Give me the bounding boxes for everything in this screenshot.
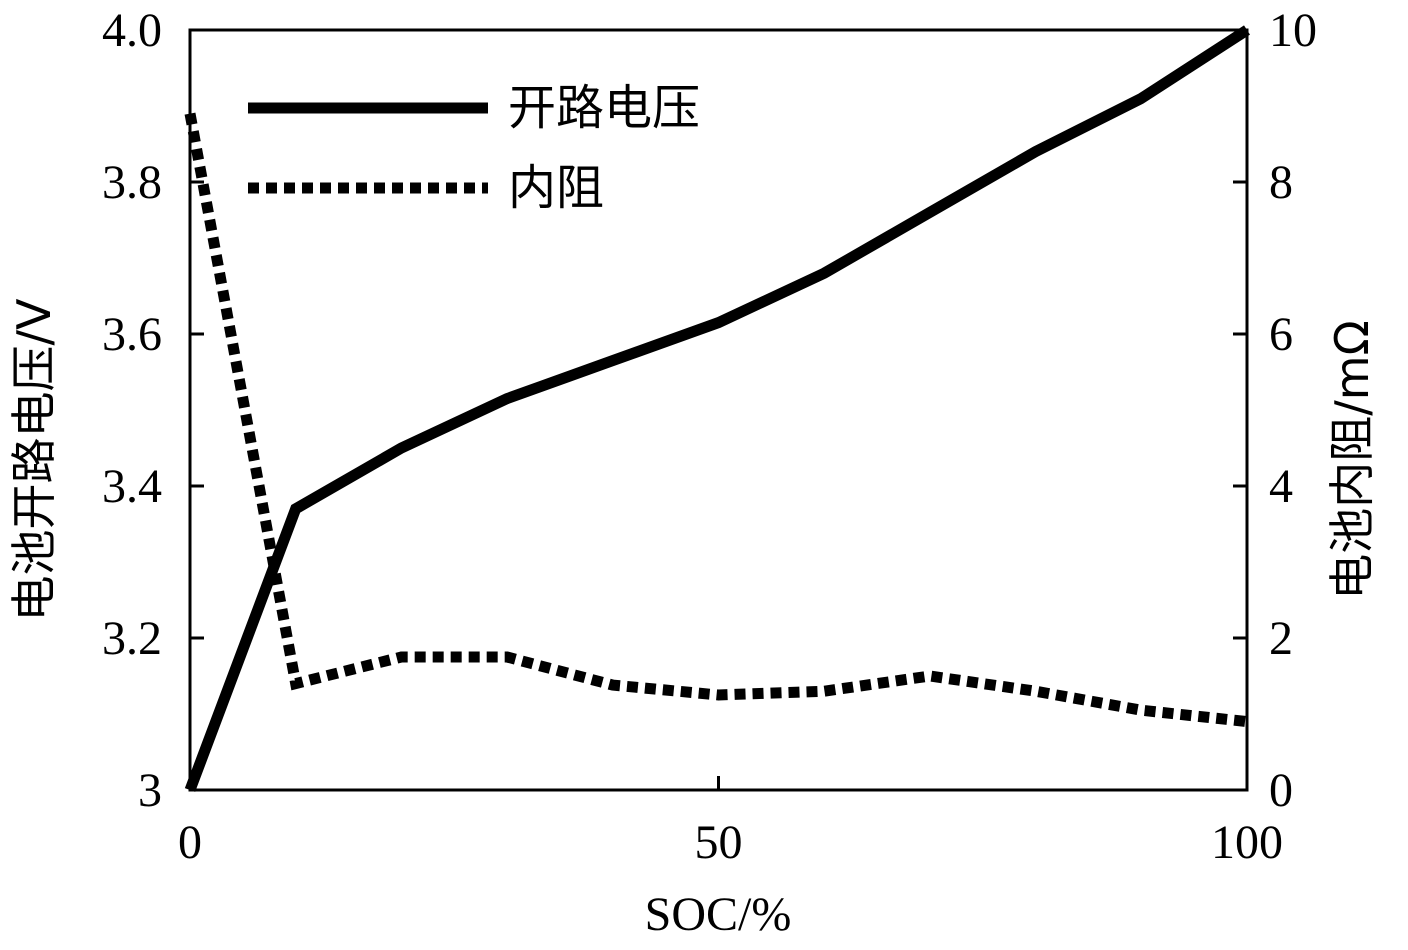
series-line-1	[184, 25, 1250, 792]
x-tick-label: 0	[178, 816, 202, 869]
x-tick-label: 100	[1211, 816, 1283, 869]
y-right-tick-label: 0	[1269, 764, 1293, 817]
series-group	[184, 25, 1250, 792]
y-left-tick-label: 3.6	[102, 308, 162, 361]
plot-frame	[188, 28, 1249, 792]
y-left-tick-label: 3.8	[102, 156, 162, 209]
y-right-tick-label: 6	[1269, 308, 1293, 361]
x-tick-label: 50	[695, 816, 743, 869]
legend-label-2: 内阻	[508, 160, 604, 216]
y-right-tick-label: 8	[1269, 156, 1293, 209]
y-left-tick-label: 3	[138, 764, 162, 817]
y-right-tick-label: 4	[1269, 460, 1293, 513]
x-axis-title: SOC/%	[645, 888, 792, 941]
y-right-tick-label: 10	[1269, 4, 1317, 57]
y-left-tick-label: 4.0	[102, 4, 162, 57]
legend-label-1: 开路电压	[508, 80, 700, 136]
y-axis-right-title: 电池内阻/mΩ	[1325, 320, 1379, 599]
y-left-tick-label: 3.4	[102, 460, 162, 513]
y-left-tick-label: 3.2	[102, 612, 162, 665]
y-axis-left-title: 电池开路电压/V	[7, 298, 61, 621]
y-right-tick-label: 2	[1269, 612, 1293, 665]
ticks: 0 50 100 3 3.2 3.4 3.6 3.8 4.0 0 2 4 6 8 10	[102, 4, 1317, 869]
series-line-2	[184, 112, 1248, 728]
